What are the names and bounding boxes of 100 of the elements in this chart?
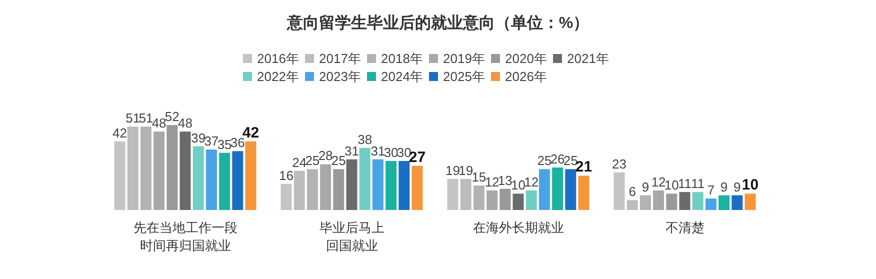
bar <box>346 159 358 210</box>
legend-label: 2026年 <box>505 69 547 84</box>
data-label: 35 <box>217 136 232 152</box>
data-label: 11 <box>678 176 692 192</box>
bar <box>744 194 756 210</box>
bar <box>232 151 244 210</box>
bar <box>538 169 550 210</box>
bar <box>640 195 651 210</box>
bar <box>473 185 484 210</box>
data-label: 19 <box>446 162 460 178</box>
bar <box>653 190 664 210</box>
bar <box>578 176 590 210</box>
legend-label: 2025年 <box>443 69 485 84</box>
data-label: 6 <box>628 184 636 200</box>
bar <box>154 132 165 210</box>
legend-label: 2020年 <box>505 51 547 66</box>
data-label: 31 <box>344 143 359 158</box>
bar <box>626 200 638 210</box>
legend-label: 2019年 <box>443 51 485 66</box>
legend-label: 2024年 <box>381 69 423 84</box>
data-label: 12 <box>484 174 500 190</box>
legend-label: 2022年 <box>257 69 299 84</box>
data-label: 31 <box>370 143 386 158</box>
data-label: 25 <box>563 153 578 168</box>
data-label: 9 <box>734 179 741 194</box>
legend-label: 2021年 <box>567 51 609 66</box>
data-label: 11 <box>691 176 705 192</box>
data-label: 24 <box>292 154 307 170</box>
legend-label: 2016年 <box>257 51 299 66</box>
bar <box>166 125 178 210</box>
x-tick-label: 先在当地工作一段时间再归国就业 <box>133 220 238 253</box>
data-label: 26 <box>550 152 565 166</box>
data-label: 37 <box>204 134 219 149</box>
data-label: 19 <box>458 162 474 178</box>
data-label: 9 <box>720 179 728 194</box>
bar <box>447 178 458 210</box>
data-label: 30 <box>384 144 398 160</box>
bar <box>460 178 472 210</box>
data-label: 12 <box>651 174 666 190</box>
data-label: 39 <box>191 130 206 146</box>
bar <box>219 152 230 210</box>
bar <box>372 159 384 210</box>
data-label: 13 <box>498 172 512 188</box>
bar <box>192 146 204 210</box>
data-label: 51 <box>126 110 140 126</box>
bar <box>306 169 318 210</box>
bar <box>486 190 498 210</box>
x-tick-label: 不清楚 <box>665 220 704 235</box>
bar <box>552 168 564 210</box>
bar <box>320 164 332 210</box>
data-label: 25 <box>331 153 346 168</box>
data-label: 25 <box>537 153 552 168</box>
bar <box>127 126 138 210</box>
bar <box>386 160 397 210</box>
x-tick-label: 毕业后马上回国就业 <box>319 220 384 253</box>
bar <box>732 195 743 210</box>
x-tick-label: 在海外长期就业 <box>472 220 564 235</box>
data-label: 15 <box>472 169 486 184</box>
data-label: 51 <box>138 110 154 126</box>
bar <box>398 160 410 210</box>
bar <box>412 166 423 210</box>
data-label: 48 <box>178 116 192 131</box>
data-label: 25 <box>305 153 320 168</box>
bar <box>140 126 152 210</box>
data-label: 21 <box>575 158 592 176</box>
data-label: 48 <box>152 116 166 131</box>
data-label: 12 <box>524 174 539 190</box>
data-label: 28 <box>318 148 333 164</box>
data-label: 10 <box>664 178 679 193</box>
chart-title: 意向留学生毕业后的就业意向（单位：%） <box>286 14 590 32</box>
data-label: 23 <box>612 156 626 172</box>
bar <box>718 195 730 210</box>
bar <box>705 198 716 210</box>
bar <box>114 141 126 210</box>
bar <box>565 169 576 210</box>
legend-label: 2017年 <box>319 51 361 66</box>
bar <box>333 169 344 210</box>
legend-label: 2023年 <box>319 69 361 84</box>
bar <box>359 148 370 210</box>
bar <box>692 192 704 210</box>
bar <box>614 172 625 210</box>
data-label: 10 <box>511 178 526 193</box>
data-label: 42 <box>242 124 260 142</box>
data-label: 42 <box>112 125 127 140</box>
bar <box>512 194 524 210</box>
bar <box>526 190 537 210</box>
data-label: 16 <box>279 168 294 183</box>
data-label: 7 <box>707 182 715 198</box>
legend-label: 2018年 <box>381 51 423 66</box>
bar <box>180 132 191 210</box>
data-label: 36 <box>230 135 245 150</box>
data-label: 10 <box>742 176 759 194</box>
bar <box>666 194 678 210</box>
data-label: 38 <box>358 132 372 147</box>
data-label: 9 <box>642 179 650 194</box>
bar <box>280 184 292 210</box>
bar <box>500 188 511 210</box>
data-label: 52 <box>164 109 180 124</box>
bar <box>206 150 217 210</box>
bar <box>245 141 256 210</box>
